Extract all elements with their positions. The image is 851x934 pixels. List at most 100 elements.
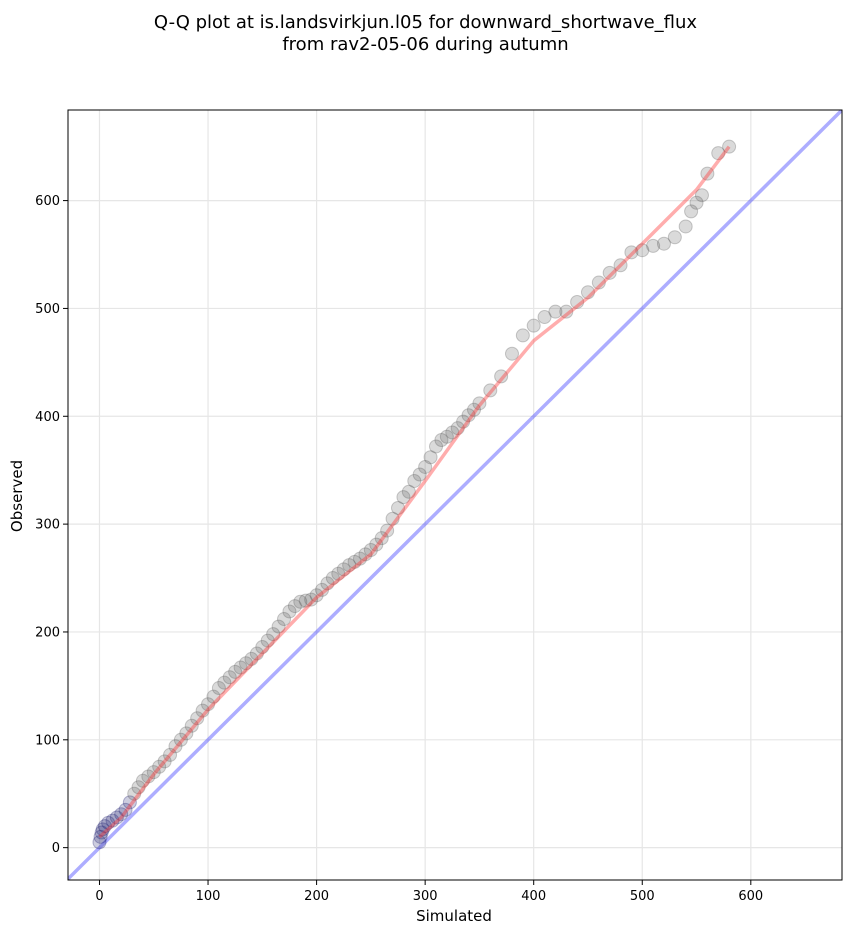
quantile-point [266,627,281,642]
quantile-point [353,551,368,566]
quantile-point [217,675,232,690]
quantile-point [363,543,378,557]
quantile-point [211,681,226,696]
y-tick-label: 200 [35,625,60,640]
quantile-point [163,747,178,762]
quantile-point [369,537,384,552]
quantile-point [342,558,357,573]
quantile-point [244,651,259,666]
x-axis-label: Simulated [416,907,492,925]
quantile-point [689,195,704,210]
quantile-point [667,230,682,245]
quantile-points [92,139,737,850]
quantile-point [515,328,530,343]
quantile-point [179,726,194,741]
quantile-point [613,258,628,273]
x-tick-label: 600 [738,889,763,904]
quantile-point [260,633,275,648]
quantile-point [504,346,519,361]
x-tick-label: 500 [630,889,655,904]
quantile-point [131,780,146,795]
x-tick-label: 200 [304,889,329,904]
quantile-point [222,670,237,685]
quantile-point [385,511,400,526]
quantile-point [450,421,465,436]
quantile-point [347,554,362,569]
quantile-point [101,815,116,830]
quantile-point [168,739,183,754]
quantile-point [429,439,444,454]
plot-frame [67,109,843,881]
y-axis-label: Observed [8,460,26,532]
quantile-point [127,786,142,801]
y-tick-label: 0 [52,841,60,856]
quantile-point [684,204,699,219]
y-tick-label: 100 [35,733,60,748]
quantile-point [722,139,737,154]
x-tick-label: 300 [413,889,438,904]
quantile-point [141,769,156,784]
quantile-point [114,807,129,822]
y-tick-label: 500 [35,302,60,317]
y-tick-label: 600 [35,194,60,209]
y-axis-ticks: 0 100 200 300 400 500 600 [35,194,68,856]
quantile-point [358,547,373,562]
quantile-point [255,640,270,655]
quantile-point [537,310,552,325]
chart-title-line-2: from rav2-05-06 during autumn [282,34,569,55]
quantile-point [391,500,406,515]
quantile-point [678,219,693,234]
quantile-point [105,813,120,828]
quantile-point [206,689,221,704]
quantile-point [439,429,454,444]
quantile-point [646,238,661,253]
quantile-point [95,822,110,837]
fit-line-group [98,145,731,839]
quantile-point [93,829,108,844]
quantile-point [700,166,715,181]
quantile-point [570,294,585,309]
quantile-point [152,759,167,774]
quantile-point [109,810,124,825]
quantile-point [271,619,286,634]
quantile-point [287,599,302,614]
quantile-point [325,571,340,586]
grid [68,110,842,880]
quantile-point [277,612,292,627]
quantile-point [249,646,264,661]
quantile-point [293,594,308,609]
quantile-point [94,825,109,840]
quantile-point [336,562,351,577]
quantile-point [711,146,726,161]
quantile-point [559,304,574,319]
quantile-point [122,795,137,810]
quantile-point [466,402,481,417]
quantile-point [412,467,427,482]
quantile-point [494,369,509,384]
quantile-point [396,490,411,505]
quantile-point [282,604,297,619]
x-tick-label: 400 [521,889,546,904]
identity-line-group [68,110,842,880]
quantile-point [173,732,188,747]
x-tick-label: 100 [196,889,221,904]
quantile-point [157,754,172,769]
y-tick-label: 300 [35,518,60,533]
fit-line [98,145,731,839]
quantile-point [694,188,709,203]
quantile-point [118,802,133,817]
quantile-point [146,765,161,780]
quantile-point [315,582,330,597]
quantile-point [97,819,112,834]
quantile-point [483,383,498,398]
quantile-point [602,265,617,280]
quantile-point [548,304,563,319]
quantile-point [190,711,205,726]
quantile-point [195,703,210,718]
quantile-point [304,592,319,607]
quantile-point [445,425,460,440]
quantile-point [472,396,487,411]
quantile-point [309,588,324,603]
